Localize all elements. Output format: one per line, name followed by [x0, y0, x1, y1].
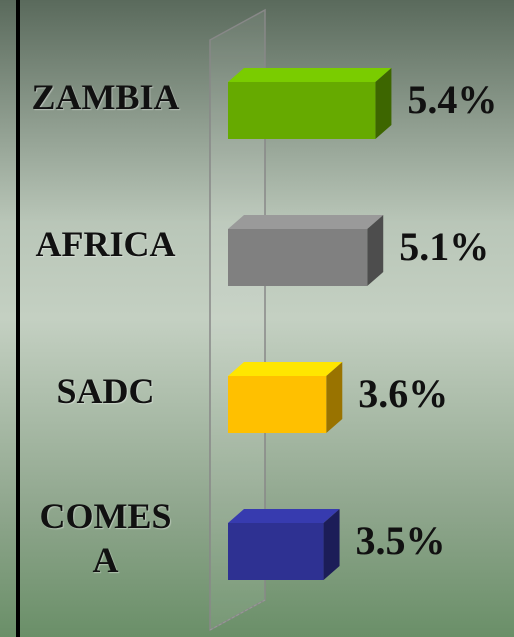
value-label: 3.5%	[356, 518, 446, 563]
bar	[228, 229, 368, 286]
bar-side	[326, 362, 343, 433]
bar-top	[228, 509, 340, 523]
wall-floor	[209, 599, 266, 631]
bar	[228, 376, 327, 433]
bar-top	[228, 362, 343, 376]
category-label: SADC	[56, 370, 155, 411]
bar-side	[375, 68, 392, 139]
category-label: ZAMBIA	[31, 76, 180, 117]
bar	[228, 82, 376, 139]
bar-side	[367, 215, 384, 286]
bar-top	[228, 68, 392, 82]
value-label: 5.4%	[407, 77, 497, 122]
bar	[228, 523, 324, 580]
category-label: COMESA	[39, 495, 172, 580]
value-label: 5.1%	[399, 224, 489, 269]
bar-top	[228, 215, 384, 229]
value-label: 3.6%	[358, 371, 448, 416]
bar-side	[323, 509, 340, 580]
category-label: AFRICA	[35, 223, 176, 264]
